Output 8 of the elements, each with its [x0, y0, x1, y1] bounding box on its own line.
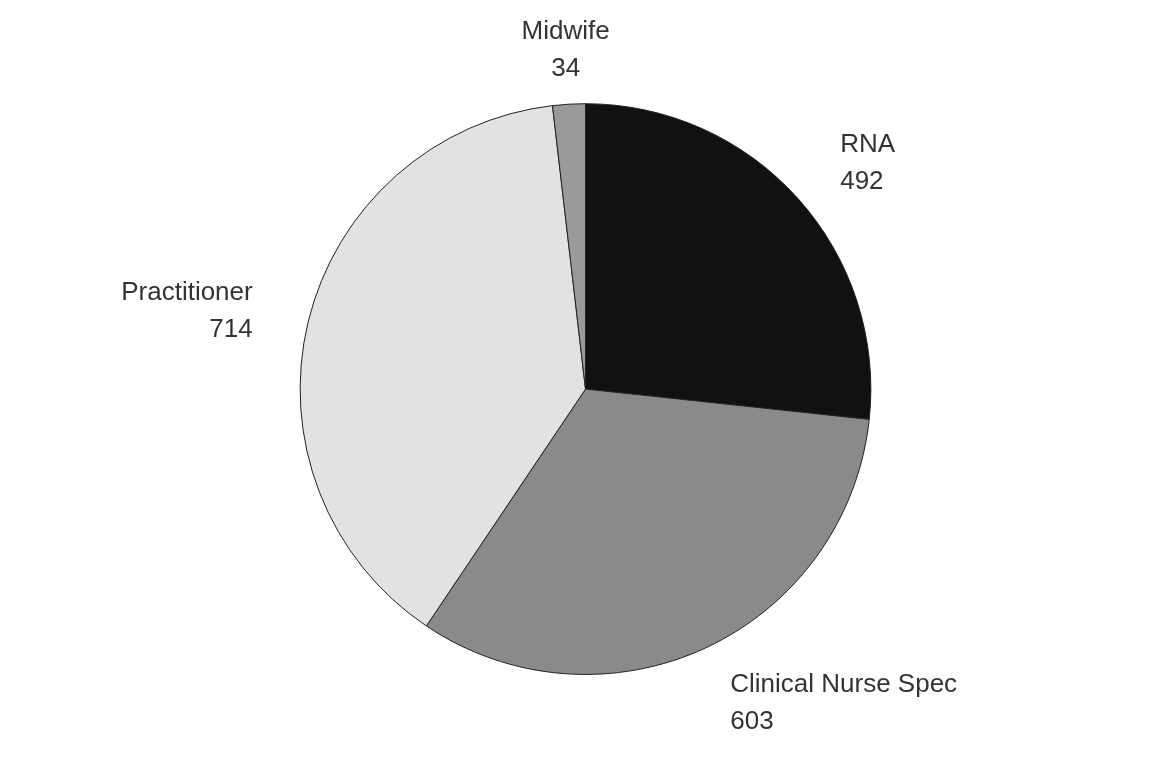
data-label: 714 — [209, 313, 253, 344]
slice-label: RNA — [840, 127, 896, 158]
data-label: 34 — [551, 51, 581, 82]
slice-label: Midwife — [521, 14, 610, 45]
slice-label: Clinical Nurse Spec — [730, 667, 958, 698]
data-label: 603 — [730, 704, 774, 735]
slice-label: Practitioner — [121, 276, 254, 307]
data-label: 492 — [840, 164, 884, 195]
